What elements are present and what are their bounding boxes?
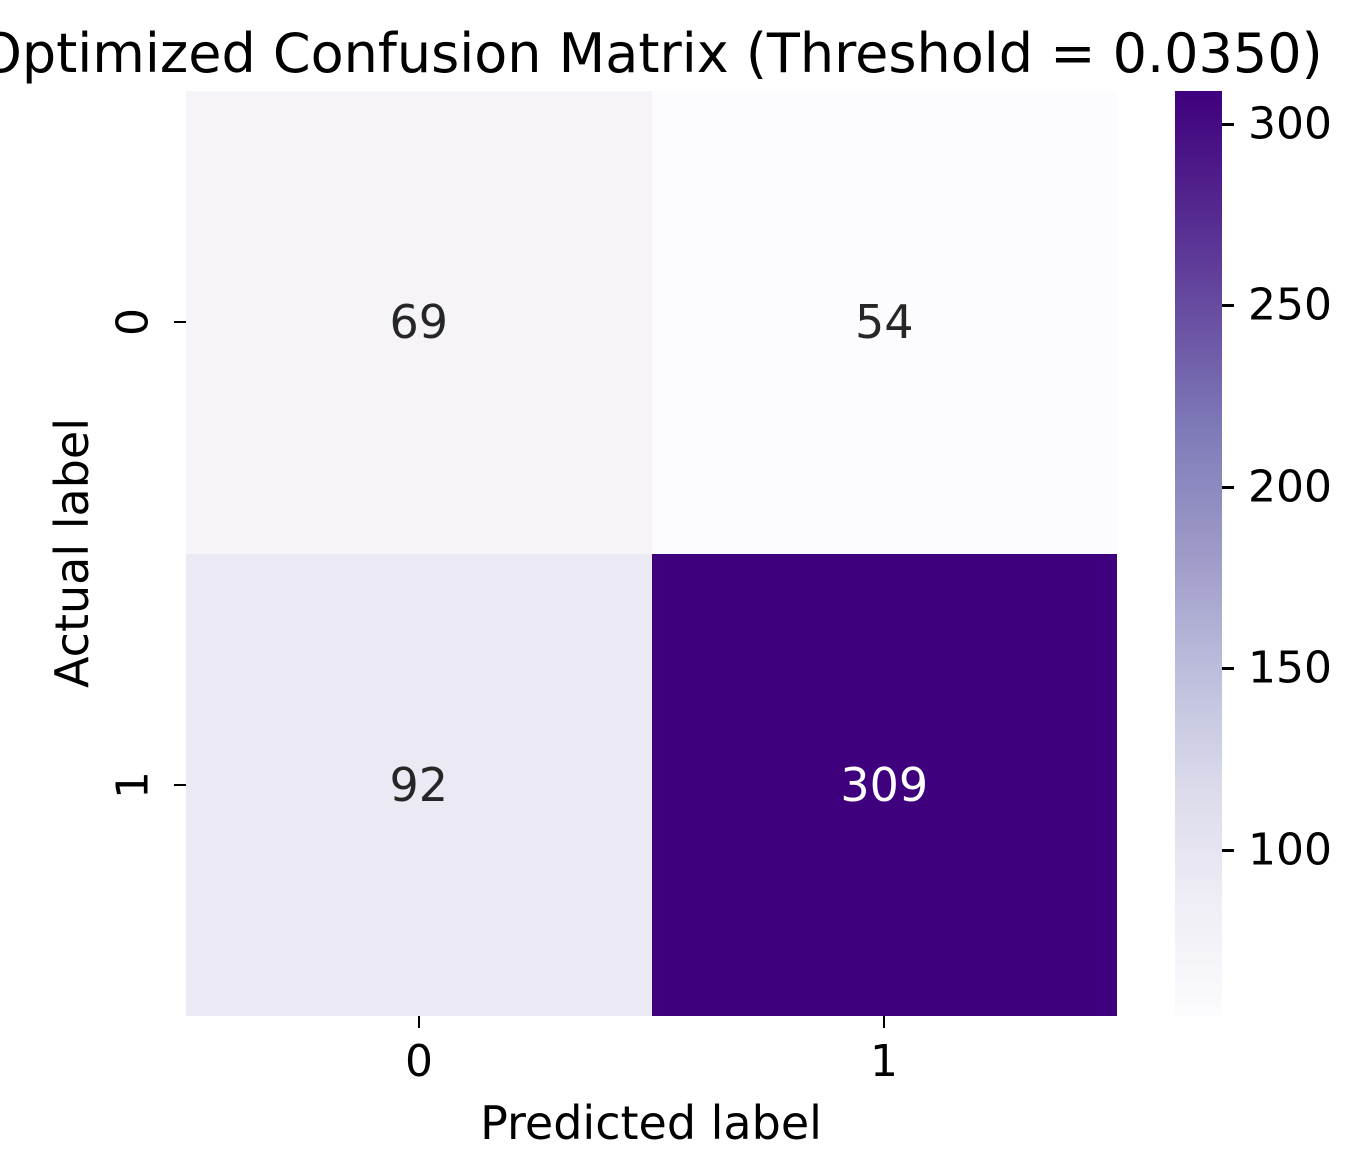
- colorbar-tick-label-100: 100: [1248, 824, 1332, 876]
- cell-value: 309: [840, 757, 929, 812]
- y-axis-label: Actual label: [45, 418, 99, 688]
- heatmap-cell-actual1-pred1: 309: [651, 553, 1117, 1016]
- colorbar-tick-label-200: 200: [1248, 461, 1332, 513]
- colorbar-tick-100: [1222, 849, 1234, 852]
- heatmap-cell-actual1-pred0: 92: [186, 553, 652, 1016]
- colorbar-tick-200: [1222, 486, 1234, 489]
- y-tick-mark-1: [174, 784, 186, 786]
- cell-value: 92: [389, 757, 449, 812]
- x-tick-mark-0: [418, 1016, 420, 1028]
- heatmap-grid: 69 54 92 309: [186, 91, 1117, 1016]
- colorbar-tick-label-250: 250: [1248, 279, 1332, 331]
- x-tick-label-0: 0: [405, 1036, 433, 1087]
- cell-value: 54: [854, 295, 914, 350]
- colorbar-gradient: [1175, 91, 1222, 1016]
- colorbar-tick-label-300: 300: [1248, 98, 1332, 150]
- cell-value: 69: [389, 295, 449, 350]
- y-tick-label-0: 0: [107, 308, 159, 336]
- colorbar-tick-label-150: 150: [1248, 642, 1332, 694]
- heatmap-cell-actual0-pred0: 69: [186, 91, 652, 554]
- x-tick-label-1: 1: [870, 1036, 898, 1087]
- x-axis-label: Predicted label: [480, 1096, 822, 1150]
- heatmap-cell-actual0-pred1: 54: [651, 91, 1117, 554]
- chart-title: Optimized Confusion Matrix (Threshold = …: [0, 22, 1323, 85]
- colorbar-tick-150: [1222, 667, 1234, 670]
- y-tick-mark-0: [174, 321, 186, 323]
- colorbar-tick-300: [1222, 123, 1234, 126]
- x-tick-mark-1: [883, 1016, 885, 1028]
- colorbar-tick-250: [1222, 304, 1234, 307]
- y-tick-label-1: 1: [107, 771, 159, 799]
